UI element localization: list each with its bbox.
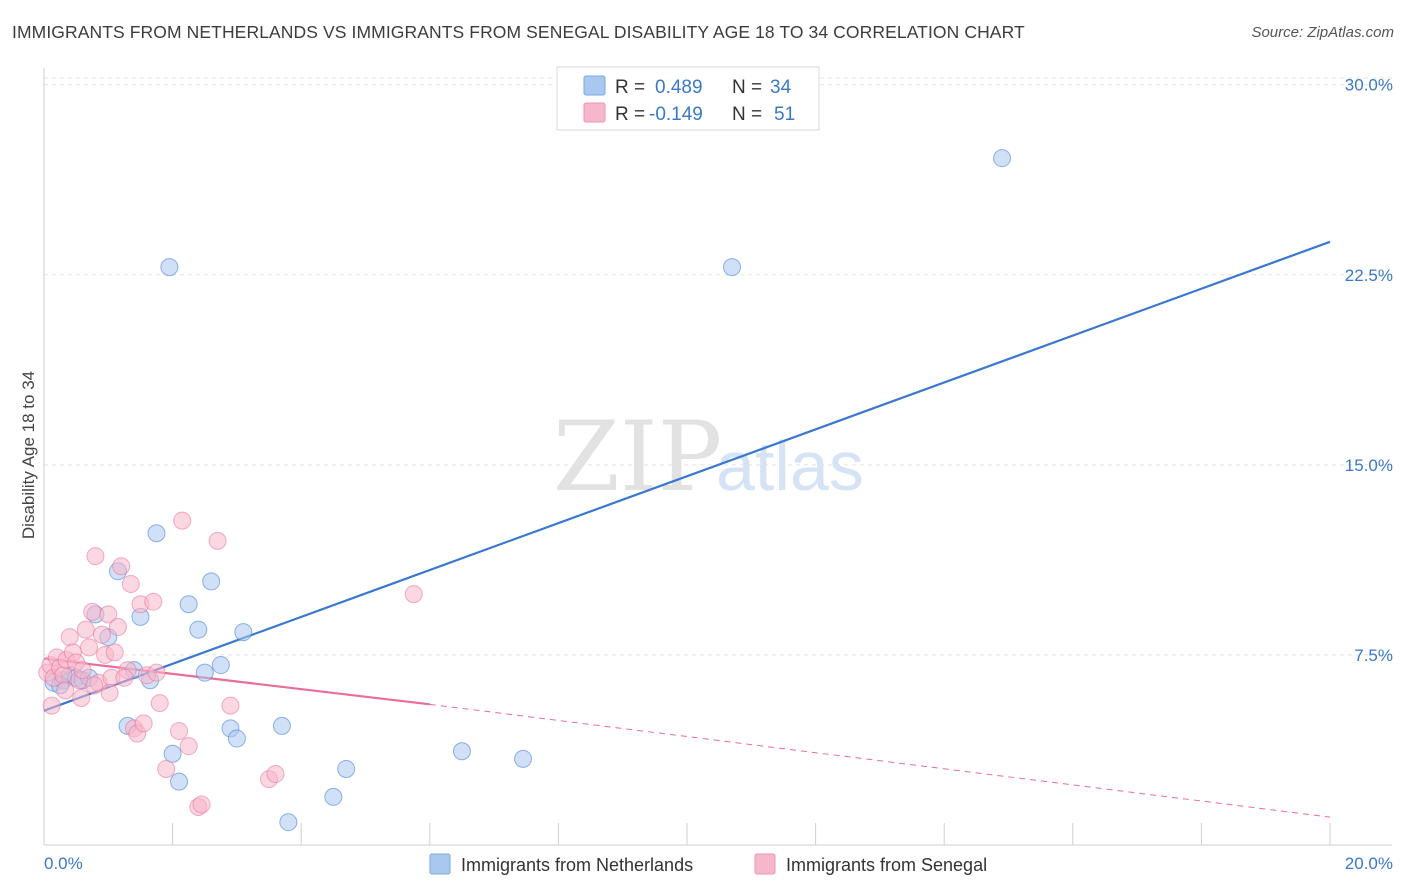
- point-s0-13: [160, 258, 179, 277]
- point-s1-35: [170, 721, 189, 740]
- point-s0-20: [211, 656, 230, 675]
- trend-line-s0: [43, 240, 1331, 712]
- point-s0-22: [227, 729, 246, 748]
- bottom-legend-swatch-netherlands: [429, 853, 451, 875]
- point-s0-29: [514, 749, 533, 768]
- point-s1-5: [54, 666, 73, 685]
- point-s1-12: [76, 620, 95, 639]
- y-tick-label-1: 15.0%: [1345, 456, 1393, 475]
- point-s0-23: [234, 623, 253, 642]
- legend-r-label-2: R =: [615, 104, 645, 125]
- point-s0-14: [163, 744, 182, 763]
- point-s1-44: [404, 585, 423, 604]
- series-legend: Immigrants from Netherlands Immigrants f…: [429, 853, 987, 875]
- y-tick-label-3: 30.0%: [1345, 76, 1393, 95]
- trend-line-s1: [43, 657, 430, 706]
- point-s1-46: [56, 681, 75, 700]
- point-s0-26: [324, 787, 343, 806]
- legend-swatch-netherlands: [583, 75, 606, 96]
- point-s0-28: [452, 742, 471, 761]
- point-s0-30: [723, 258, 742, 277]
- point-s1-48: [85, 676, 104, 695]
- x-tick-label-1: 20.0%: [1345, 854, 1393, 873]
- point-s0-15: [170, 772, 189, 791]
- grid-lines: [44, 77, 1392, 656]
- point-s1-36: [173, 511, 192, 530]
- point-s1-33: [150, 694, 169, 713]
- point-s0-27: [337, 759, 356, 778]
- legend-n-label-1: N =: [732, 77, 762, 98]
- legend-n-value-1: 34: [770, 77, 792, 98]
- point-s1-29: [134, 714, 153, 733]
- correlation-legend: R = 0.489 N = 34 R = -0.149 N = 51: [556, 66, 820, 131]
- point-s1-31: [144, 592, 163, 611]
- bottom-legend-swatch-senegal: [754, 853, 776, 875]
- axes: [43, 68, 1392, 846]
- y-tick-label-2: 22.5%: [1345, 266, 1393, 285]
- point-s1-23: [112, 557, 131, 576]
- point-s0-25: [279, 813, 298, 832]
- legend-n-label-2: N =: [732, 104, 762, 125]
- legend-r-label-1: R =: [615, 77, 645, 98]
- trend-lines: [43, 240, 1331, 818]
- point-s1-7: [60, 628, 79, 647]
- watermark-zip: ZIP: [553, 401, 722, 513]
- point-s1-11: [73, 661, 92, 680]
- point-s1-32: [147, 663, 166, 682]
- legend-r-value-1: 0.489: [655, 77, 703, 98]
- bottom-legend-label-senegal: Immigrants from Senegal: [786, 855, 987, 875]
- point-s0-19: [202, 572, 221, 591]
- data-points: [38, 149, 1012, 832]
- y-axis-label: Disability Age 18 to 34: [19, 371, 38, 539]
- point-s0-16: [179, 595, 198, 614]
- point-s1-39: [192, 795, 211, 814]
- point-s1-41: [221, 696, 240, 715]
- point-s0-12: [147, 524, 166, 543]
- chart-title: IMMIGRANTS FROM NETHERLANDS VS IMMIGRANT…: [12, 22, 1025, 42]
- watermark-atlas: atlas: [716, 427, 864, 505]
- point-s1-17: [92, 625, 111, 644]
- point-s0-17: [189, 620, 208, 639]
- point-s1-22: [108, 618, 127, 637]
- point-s1-13: [80, 638, 99, 657]
- point-s1-34: [157, 759, 176, 778]
- y-tick-labels: 7.5% 15.0% 22.5% 30.0%: [1345, 76, 1393, 665]
- trend-line-dashed-s1: [429, 703, 1331, 818]
- source-label: Source: ZipAtlas.com: [1251, 24, 1394, 41]
- point-s1-37: [179, 737, 198, 756]
- y-tick-label-0: 7.5%: [1354, 646, 1393, 665]
- legend-n-value-2: 51: [774, 104, 795, 125]
- point-s1-47: [72, 689, 91, 708]
- point-s1-25: [121, 574, 140, 593]
- legend-r-value-2: -0.149: [649, 104, 703, 125]
- point-s1-14: [83, 602, 102, 621]
- point-s1-50: [115, 668, 134, 687]
- point-s1-15: [86, 547, 105, 566]
- x-tick-labels: 0.0% 20.0%: [44, 854, 1393, 873]
- bottom-legend-label-netherlands: Immigrants from Netherlands: [461, 855, 693, 875]
- x-tick-label-0: 0.0%: [44, 854, 83, 873]
- point-s0-31: [993, 149, 1012, 168]
- point-s1-19: [99, 605, 118, 624]
- point-s1-40: [208, 531, 227, 550]
- point-s1-49: [100, 683, 119, 702]
- point-s1-45: [42, 696, 61, 715]
- point-s1-21: [105, 643, 124, 662]
- point-s1-43: [266, 765, 285, 784]
- point-s0-24: [272, 716, 291, 735]
- point-s0-18: [195, 663, 214, 682]
- legend-swatch-senegal: [583, 102, 606, 123]
